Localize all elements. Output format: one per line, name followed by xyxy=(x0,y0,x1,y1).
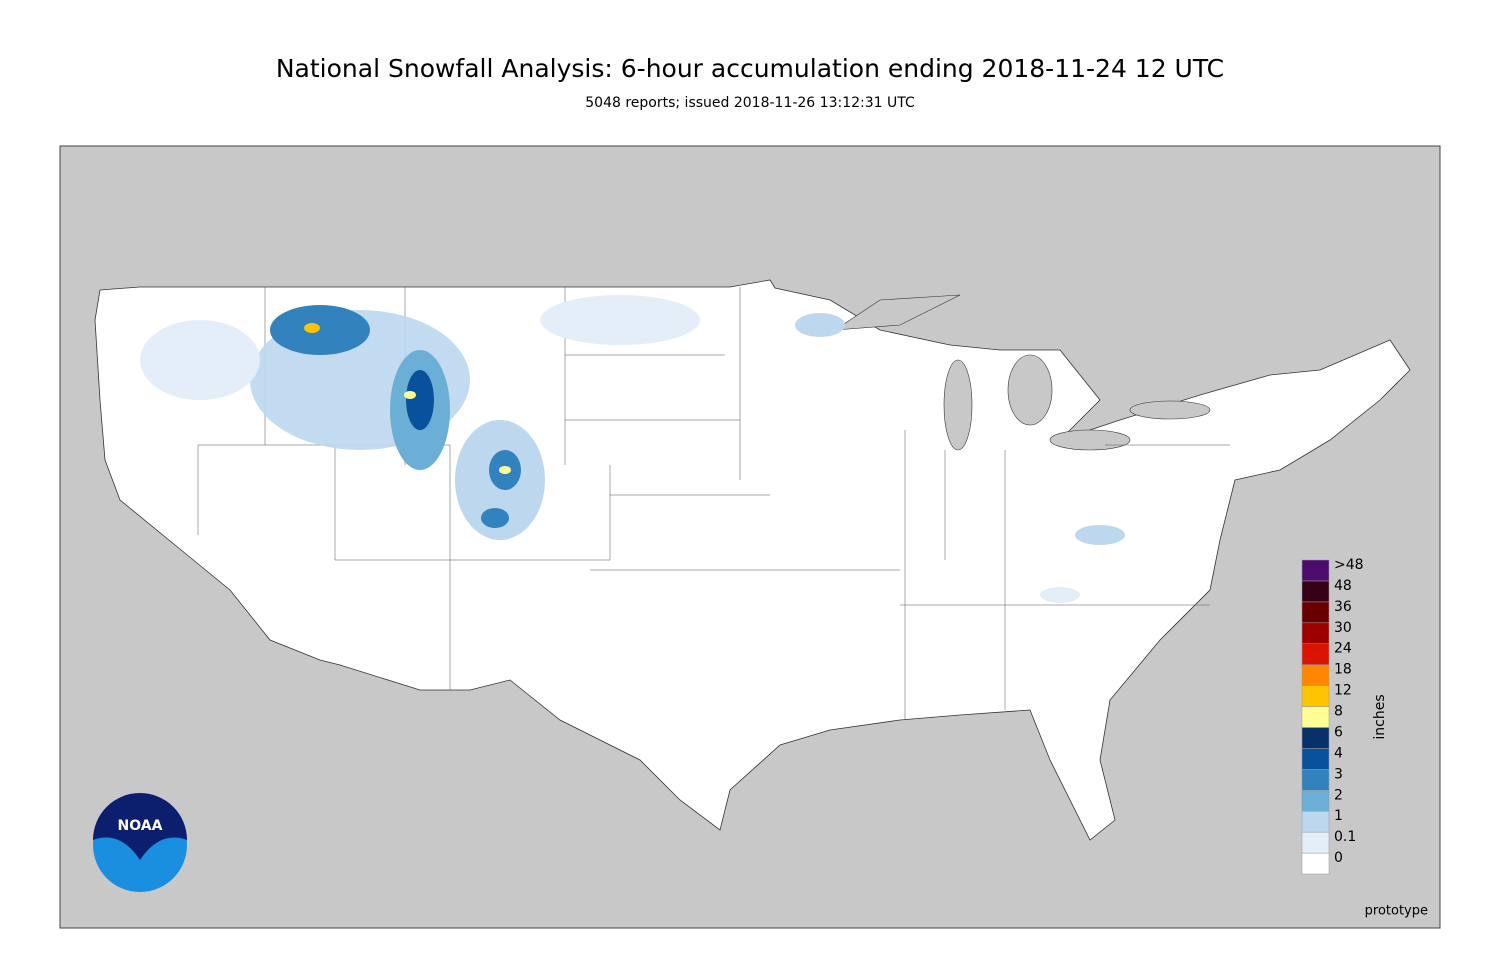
noaa-logo: NOAA xyxy=(93,793,187,892)
colorbar-box xyxy=(1301,790,1330,812)
map: NOAA prototype xyxy=(59,145,1441,929)
great-lakes xyxy=(833,294,1211,451)
colorbar-box xyxy=(1301,643,1330,665)
colorbar-box xyxy=(1301,810,1330,833)
colorbar-label: inches xyxy=(1372,694,1388,739)
colorbar-box xyxy=(1301,727,1330,749)
colorbar-tick-label: 8 xyxy=(1334,704,1343,720)
colorbar-box xyxy=(1301,769,1330,791)
snow-areas xyxy=(140,295,1125,603)
colorbar-box xyxy=(1301,664,1330,686)
colorbar-tick-label: 1 xyxy=(1334,808,1343,824)
colorbar-tick-label: 3 xyxy=(1334,766,1343,782)
colorbar-tick-label: 18 xyxy=(1334,662,1352,678)
colorbar-tick-label: 36 xyxy=(1334,599,1352,615)
colorbar-box xyxy=(1301,580,1330,603)
subtitle: 5048 reports; issued 2018-11-26 13:12:31… xyxy=(585,95,915,111)
colorbar-tick-label: 48 xyxy=(1334,578,1352,594)
colorbar-box xyxy=(1301,622,1330,644)
colorbar-tick-label: 0.1 xyxy=(1334,829,1356,845)
prototype-note: prototype xyxy=(1365,904,1428,919)
colorbar-tick-label: 6 xyxy=(1334,724,1343,740)
colorbar-tick-label: 30 xyxy=(1334,620,1352,636)
colorbar-box xyxy=(1301,601,1330,624)
colorbar-tick-label: 12 xyxy=(1334,683,1352,699)
colorbar-box xyxy=(1301,559,1330,582)
title: National Snowfall Analysis: 6-hour accum… xyxy=(276,54,1224,83)
colorbar-tick-label: 2 xyxy=(1334,787,1343,803)
colorbar-box xyxy=(1301,852,1330,875)
colorbar-tick-label: >48 xyxy=(1334,557,1364,573)
logo-text: NOAA xyxy=(118,818,163,834)
colorbar-box xyxy=(1301,748,1330,770)
colorbar-tick-label: 24 xyxy=(1334,641,1352,657)
colorbar-box xyxy=(1301,706,1330,728)
colorbar-tick-label: 0 xyxy=(1334,850,1343,866)
colorbar-box xyxy=(1301,685,1330,707)
colorbar-box xyxy=(1301,831,1330,854)
colorbar-tick-label: 4 xyxy=(1334,745,1343,761)
